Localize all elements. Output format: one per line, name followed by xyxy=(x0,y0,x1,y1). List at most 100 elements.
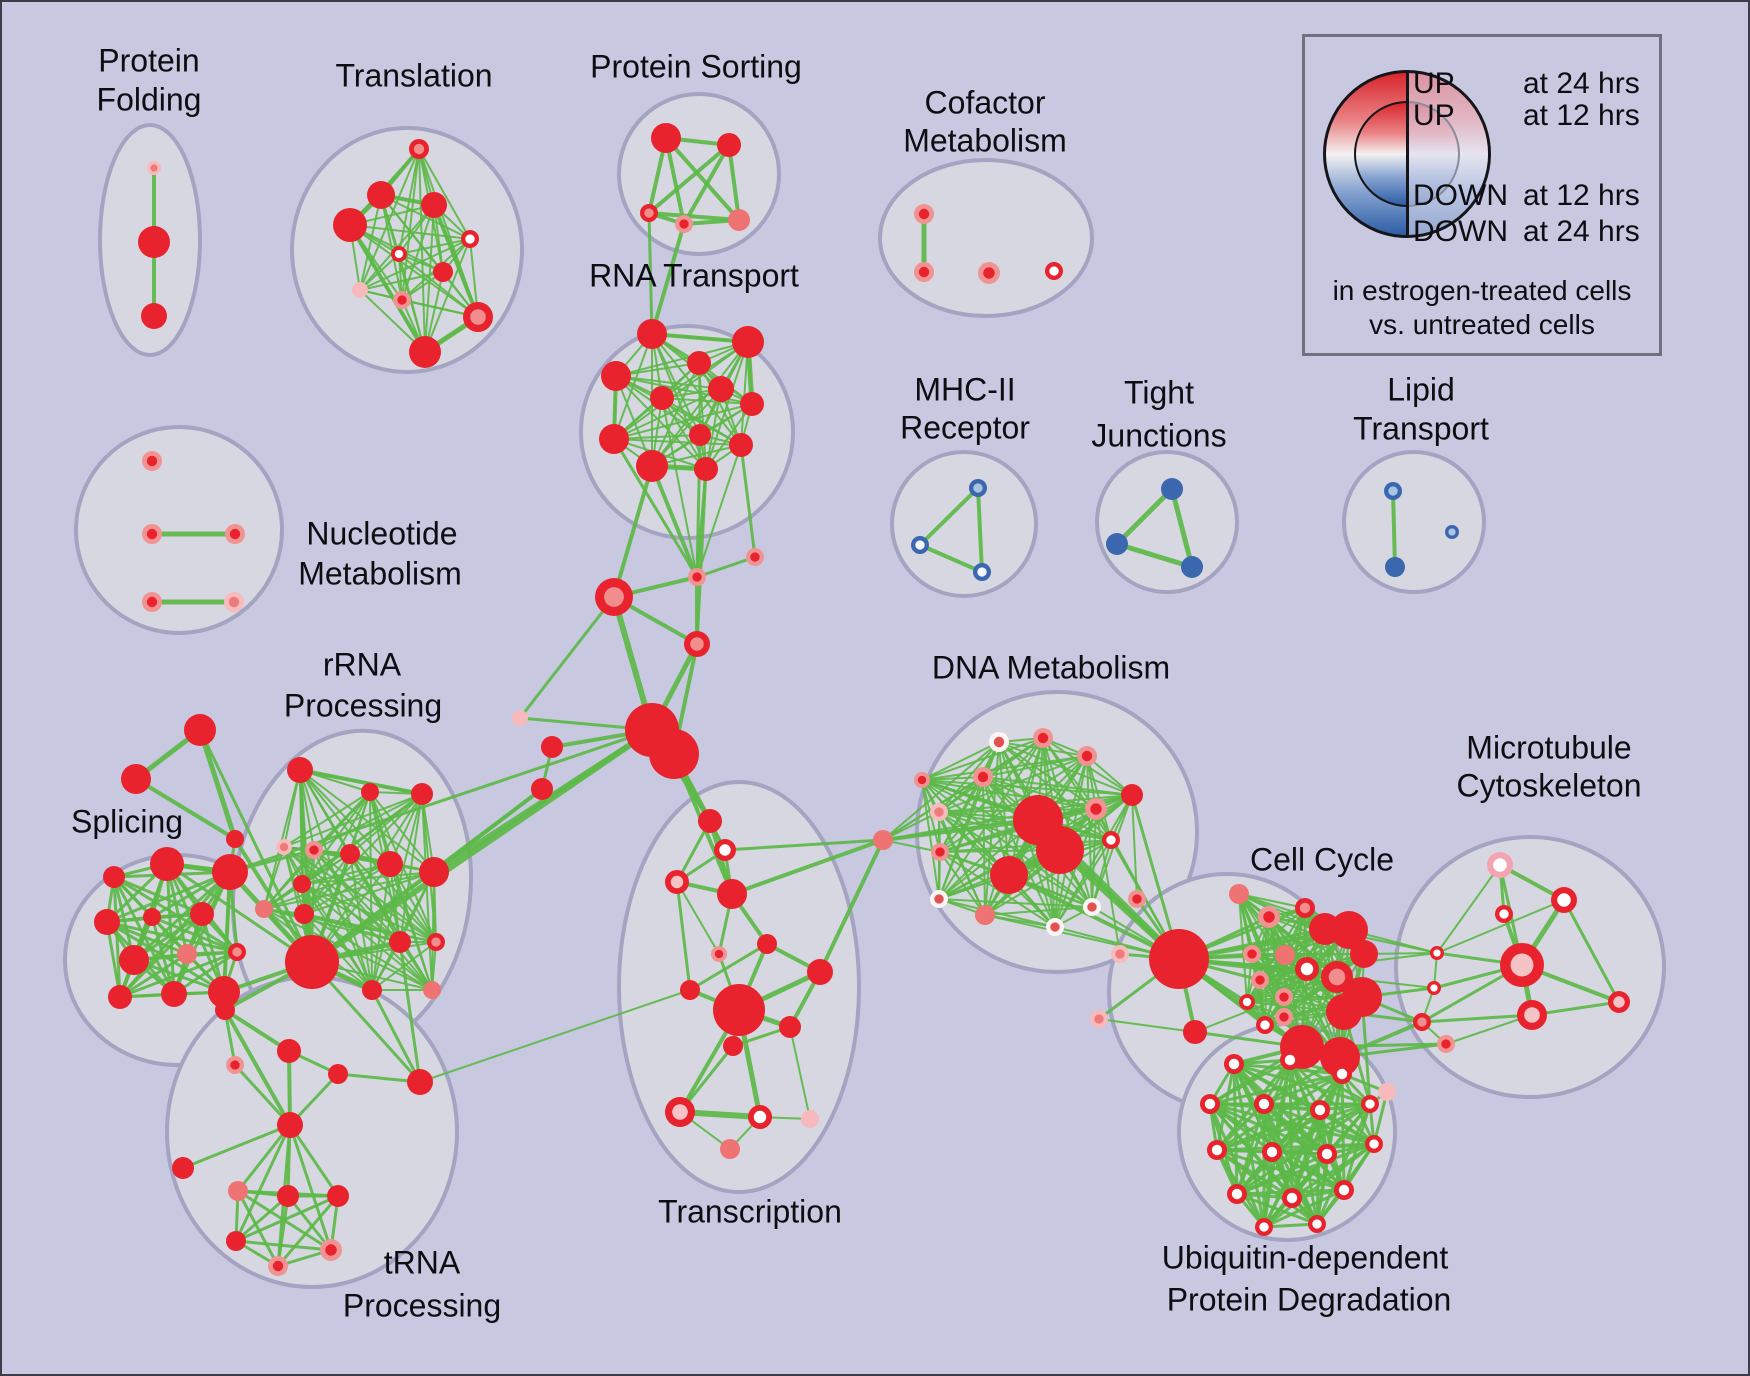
network-node[interactable] xyxy=(1224,1054,1244,1074)
network-node[interactable] xyxy=(141,303,167,329)
network-node[interactable] xyxy=(717,879,747,909)
network-node[interactable] xyxy=(1608,991,1630,1013)
network-node[interactable] xyxy=(305,841,323,859)
network-node[interactable] xyxy=(177,944,197,964)
network-node[interactable] xyxy=(419,857,449,887)
network-node[interactable] xyxy=(433,262,453,282)
network-node[interactable] xyxy=(1437,1035,1455,1053)
network-node[interactable] xyxy=(969,479,987,497)
network-node[interactable] xyxy=(1378,1083,1396,1101)
network-node[interactable] xyxy=(1036,826,1084,874)
network-node[interactable] xyxy=(694,457,718,481)
network-node[interactable] xyxy=(1326,994,1362,1030)
network-node[interactable] xyxy=(729,433,753,457)
network-node[interactable] xyxy=(973,563,991,581)
network-node[interactable] xyxy=(1227,1184,1247,1204)
network-node[interactable] xyxy=(1361,1095,1379,1113)
network-node[interactable] xyxy=(1262,1142,1282,1162)
network-node[interactable] xyxy=(1551,887,1577,913)
network-node[interactable] xyxy=(675,215,693,233)
network-node[interactable] xyxy=(1330,911,1368,949)
network-node[interactable] xyxy=(1517,1000,1547,1030)
network-node[interactable] xyxy=(138,226,170,258)
network-node[interactable] xyxy=(411,783,433,805)
network-node[interactable] xyxy=(748,1105,772,1129)
network-node[interactable] xyxy=(1413,1013,1431,1031)
network-node[interactable] xyxy=(333,208,367,242)
network-node[interactable] xyxy=(1308,1215,1326,1233)
network-node[interactable] xyxy=(801,1110,819,1128)
network-node[interactable] xyxy=(1282,1188,1302,1208)
network-node[interactable] xyxy=(1275,945,1295,965)
network-node[interactable] xyxy=(688,568,706,586)
network-node[interactable] xyxy=(978,262,1000,284)
network-node[interactable] xyxy=(1256,1016,1274,1034)
network-node[interactable] xyxy=(119,945,149,975)
network-node[interactable] xyxy=(409,336,441,368)
network-node[interactable] xyxy=(723,1036,743,1056)
network-node[interactable] xyxy=(1385,557,1405,577)
network-node[interactable] xyxy=(512,710,528,726)
network-node[interactable] xyxy=(277,1185,299,1207)
network-node[interactable] xyxy=(94,909,120,935)
network-node[interactable] xyxy=(665,1097,695,1127)
network-node[interactable] xyxy=(1334,1180,1354,1200)
network-node[interactable] xyxy=(1085,798,1107,820)
network-node[interactable] xyxy=(714,839,736,861)
network-node[interactable] xyxy=(143,908,161,926)
network-node[interactable] xyxy=(914,772,930,788)
network-node[interactable] xyxy=(650,386,674,410)
network-node[interactable] xyxy=(1487,852,1513,878)
network-node[interactable] xyxy=(224,592,244,612)
network-node[interactable] xyxy=(1275,988,1293,1006)
network-node[interactable] xyxy=(287,757,313,783)
network-node[interactable] xyxy=(327,1185,349,1207)
network-node[interactable] xyxy=(215,1000,235,1020)
network-node[interactable] xyxy=(720,1139,740,1159)
network-node[interactable] xyxy=(1046,918,1064,936)
network-node[interactable] xyxy=(1295,898,1315,918)
network-node[interactable] xyxy=(732,326,764,358)
network-node[interactable] xyxy=(1254,1094,1274,1114)
network-node[interactable] xyxy=(1251,971,1269,989)
network-node[interactable] xyxy=(172,1157,194,1179)
network-node[interactable] xyxy=(393,291,411,309)
network-node[interactable] xyxy=(1310,1100,1330,1120)
network-node[interactable] xyxy=(911,536,929,554)
network-node[interactable] xyxy=(108,985,132,1009)
network-node[interactable] xyxy=(1258,906,1280,928)
network-node[interactable] xyxy=(914,204,934,224)
network-node[interactable] xyxy=(931,843,949,861)
network-node[interactable] xyxy=(531,778,553,800)
network-node[interactable] xyxy=(1500,943,1544,987)
network-node[interactable] xyxy=(541,736,563,758)
network-node[interactable] xyxy=(1430,946,1444,960)
network-node[interactable] xyxy=(1045,262,1063,280)
network-node[interactable] xyxy=(698,809,722,833)
network-node[interactable] xyxy=(779,1016,801,1038)
network-node[interactable] xyxy=(1239,994,1255,1010)
network-node[interactable] xyxy=(228,1181,248,1201)
network-node[interactable] xyxy=(276,839,292,855)
network-node[interactable] xyxy=(711,946,727,962)
network-node[interactable] xyxy=(1243,945,1261,963)
network-node[interactable] xyxy=(285,935,339,989)
network-node[interactable] xyxy=(294,904,314,924)
network-node[interactable] xyxy=(389,931,411,953)
network-node[interactable] xyxy=(184,714,216,746)
network-node[interactable] xyxy=(225,524,245,544)
network-node[interactable] xyxy=(150,847,184,881)
network-node[interactable] xyxy=(142,524,162,544)
network-node[interactable] xyxy=(680,980,700,1000)
network-node[interactable] xyxy=(361,783,379,801)
network-node[interactable] xyxy=(1295,957,1319,981)
network-node[interactable] xyxy=(728,209,750,231)
network-node[interactable] xyxy=(1149,929,1209,989)
network-node[interactable] xyxy=(362,980,382,1000)
network-node[interactable] xyxy=(142,592,162,612)
network-node[interactable] xyxy=(1229,884,1249,904)
network-node[interactable] xyxy=(423,981,441,999)
network-node[interactable] xyxy=(1090,1010,1108,1028)
network-node[interactable] xyxy=(340,844,360,864)
network-node[interactable] xyxy=(161,981,187,1007)
